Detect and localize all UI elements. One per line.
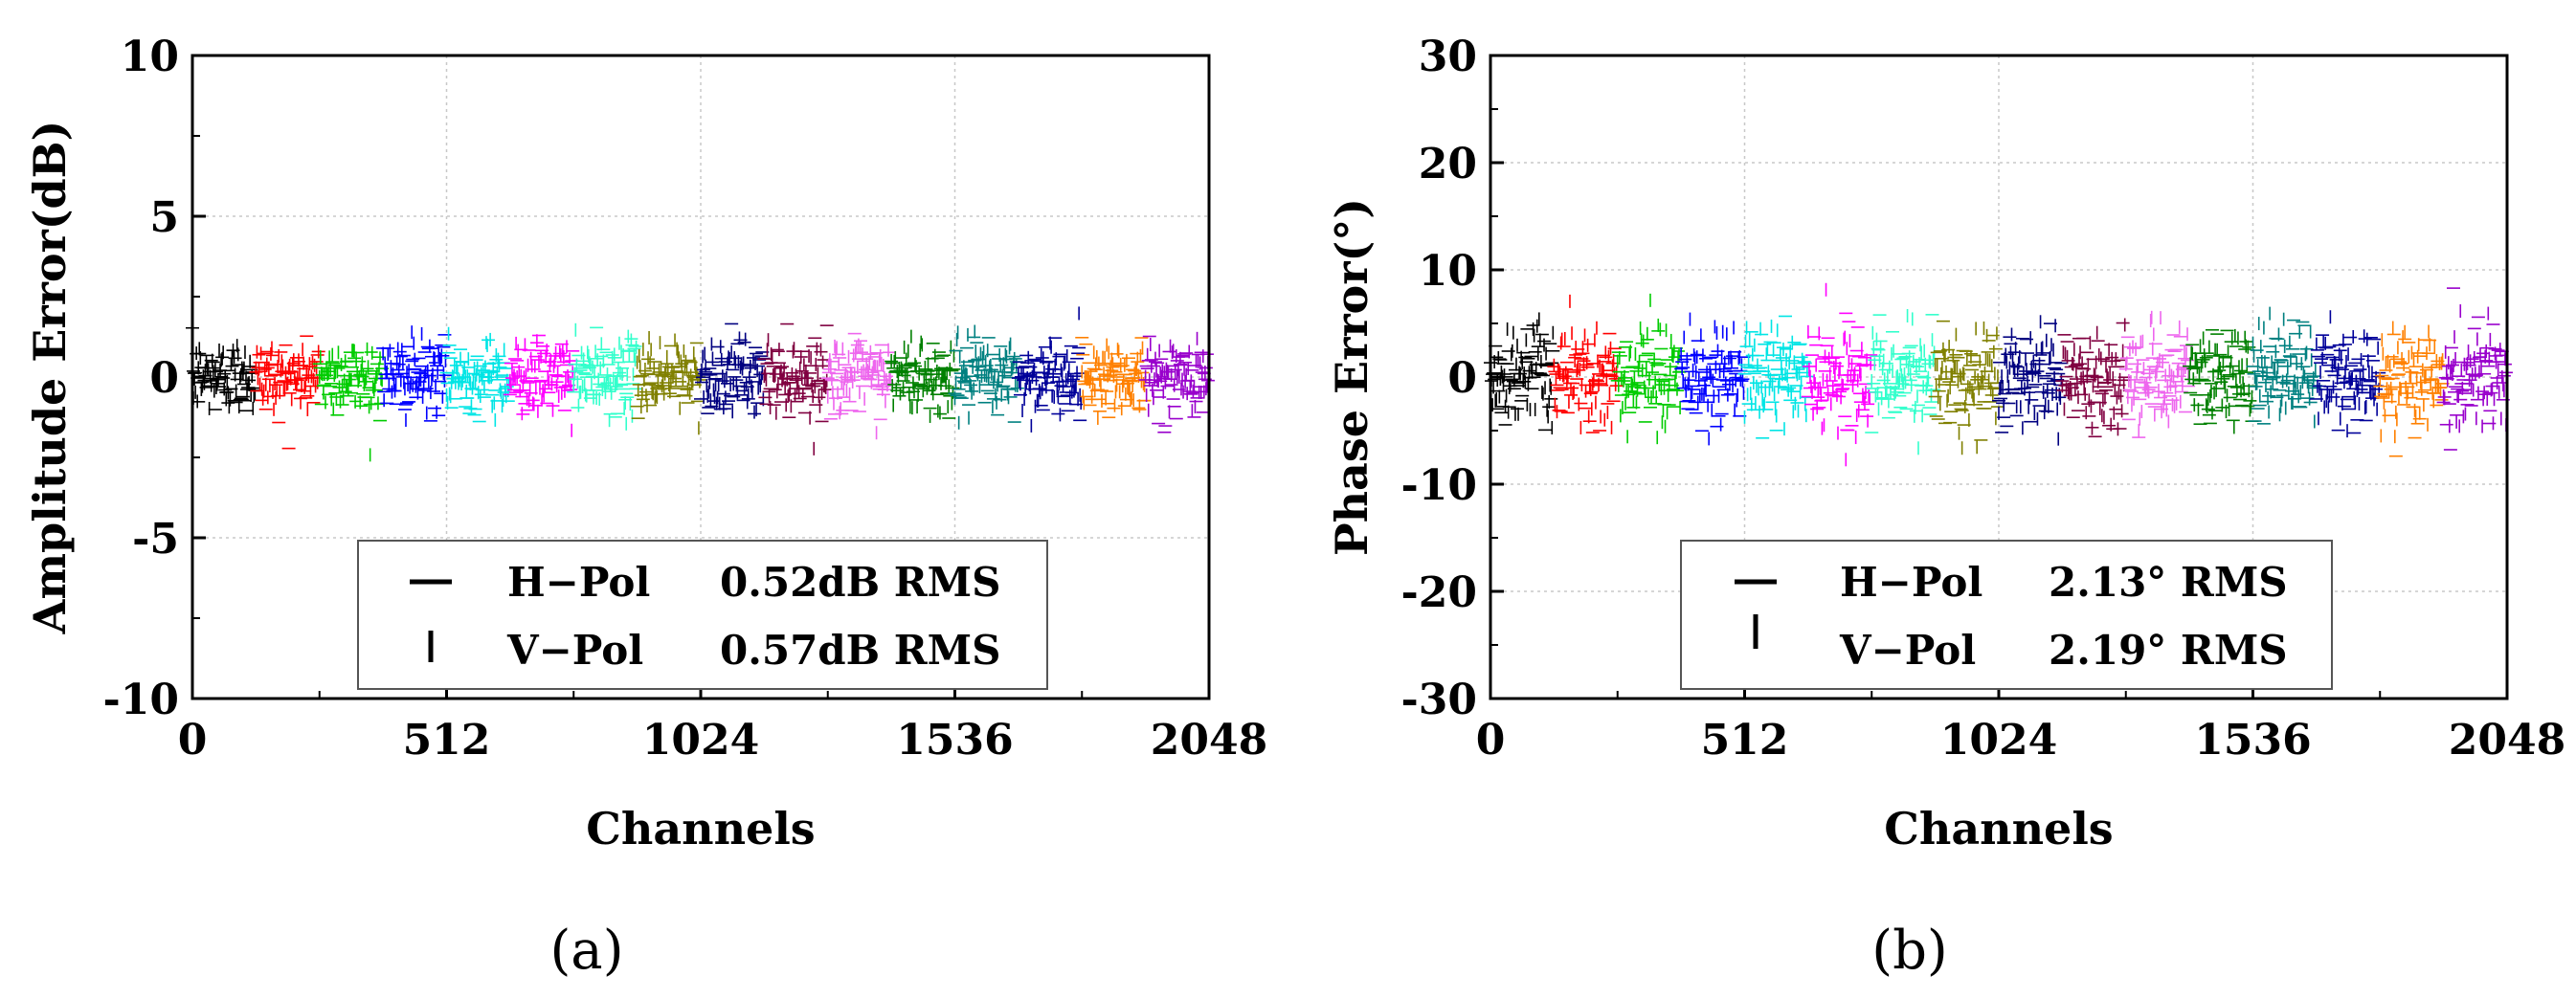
panel-b-legend-hpol-rms: 2.13° RMS bbox=[2049, 559, 2288, 606]
panel-a-x-axis-label: Channels bbox=[586, 803, 815, 855]
panel-b-label: (b) bbox=[1871, 920, 1948, 982]
panel-b-legend-vpol-name: V−Pol bbox=[1839, 627, 1976, 674]
x-tick-label: 0 bbox=[178, 716, 208, 765]
y-tick-label: -5 bbox=[132, 515, 179, 564]
y-tick-label: -10 bbox=[1401, 461, 1478, 510]
x-tick-label: 1536 bbox=[896, 716, 1013, 765]
panel-b-legend-vpol-rms: 2.19° RMS bbox=[2049, 627, 2288, 674]
y-tick-label: 30 bbox=[1419, 33, 1477, 81]
panel-b-x-axis-label: Channels bbox=[1884, 803, 2113, 855]
panel-b-y-axis-label: Phase Error(°) bbox=[1326, 198, 1378, 556]
panel-b-legend-hpol-name: H−Pol bbox=[1840, 559, 1982, 606]
panel-a-legend-box bbox=[357, 540, 1048, 690]
y-tick-label: 10 bbox=[121, 33, 179, 81]
x-tick-label: 1536 bbox=[2194, 716, 2311, 765]
panel-b-legend: H−Pol 2.13° RMS V−Pol 2.19° RMS bbox=[1680, 540, 2333, 690]
y-tick-label: -20 bbox=[1401, 568, 1478, 617]
y-tick-label: 10 bbox=[1419, 247, 1477, 296]
panel-b-phase-chart: 0 512 1024 1536 2048 30 20 10 0 -10 -20 -30 Channel… bbox=[1326, 33, 2565, 982]
x-tick-label: 2048 bbox=[1151, 716, 1267, 765]
y-tick-label: 20 bbox=[1419, 140, 1477, 189]
x-tick-label: 512 bbox=[403, 716, 491, 765]
panel-b-ticks: 0 512 1024 1536 2048 30 20 10 0 -10 -20 -30 bbox=[1401, 33, 2566, 765]
x-tick-label: 1024 bbox=[1940, 716, 2057, 765]
panel-a-legend-vpol-rms: 0.57dB RMS bbox=[720, 627, 1001, 674]
y-tick-label: -10 bbox=[103, 676, 180, 724]
y-tick-label: 0 bbox=[149, 354, 179, 403]
x-tick-label: 512 bbox=[1701, 716, 1789, 765]
panel-a-legend-hpol-rms: 0.52dB RMS bbox=[720, 559, 1001, 606]
panel-b-legend-box bbox=[1680, 540, 2333, 690]
panel-a-legend: H−Pol 0.52dB RMS V−Pol 0.57dB RMS bbox=[357, 540, 1048, 690]
panel-b-data-points bbox=[1484, 282, 2513, 467]
panel-a-label: (a) bbox=[549, 920, 623, 982]
y-tick-label: -30 bbox=[1401, 676, 1478, 724]
panel-a-legend-vpol-name: V−Pol bbox=[506, 627, 643, 674]
panel-a-y-axis-label: Amplitude Error(dB) bbox=[24, 121, 76, 635]
x-tick-label: 2048 bbox=[2449, 716, 2565, 765]
panel-a-legend-hpol-name: H−Pol bbox=[507, 559, 650, 606]
panel-a-data-points bbox=[186, 306, 1215, 462]
panel-a-amplitude-chart: 0 512 1024 1536 2048 10 5 0 -5 -10 Channels Ampli… bbox=[24, 33, 1267, 982]
y-tick-label: 5 bbox=[149, 193, 179, 242]
x-tick-label: 1024 bbox=[642, 716, 759, 765]
y-tick-label: 0 bbox=[1447, 354, 1477, 403]
x-tick-label: 0 bbox=[1476, 716, 1506, 765]
